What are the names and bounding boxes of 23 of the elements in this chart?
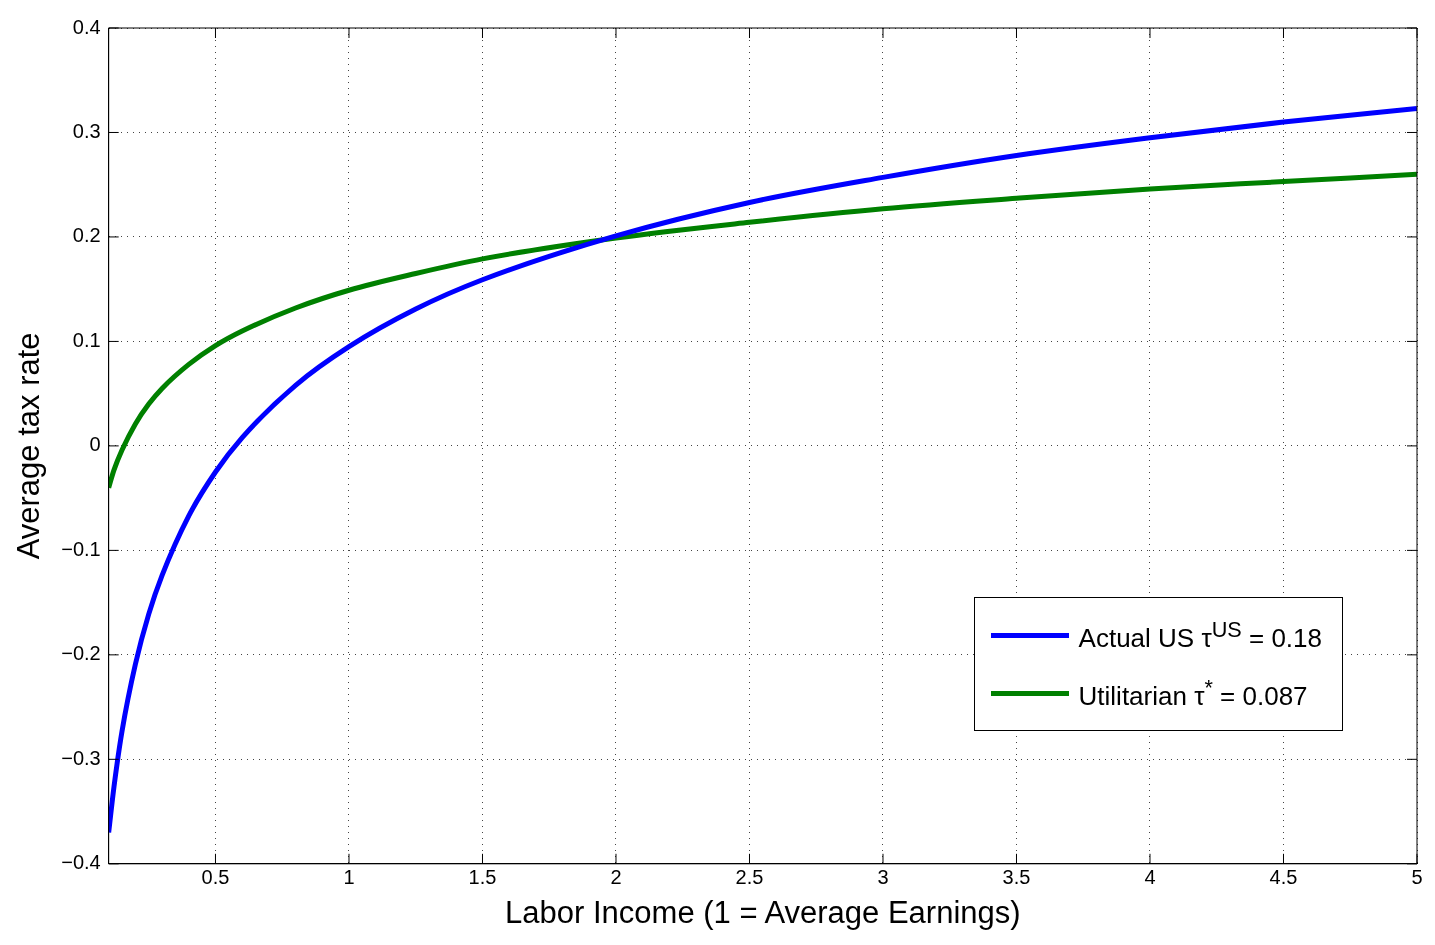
- x-tick-label: 1: [343, 866, 355, 889]
- y-tick-label: 0: [89, 433, 101, 456]
- y-tick-label: 0.1: [72, 328, 101, 351]
- x-tick-label: 3: [877, 866, 889, 889]
- y-tick-label: 0.4: [72, 15, 101, 38]
- x-tick-label: 4.5: [1269, 866, 1298, 889]
- y-tick-label: −0.3: [61, 746, 101, 769]
- y-tick-label: 0.3: [72, 119, 101, 142]
- x-tick-label: 2.5: [735, 866, 764, 889]
- y-tick-label: −0.4: [61, 851, 101, 874]
- x-tick-label: 2: [610, 866, 622, 889]
- legend-label: Actual US τ$^{US}$ = 0.18: [1078, 616, 1322, 654]
- x-tick-label: 0.5: [201, 866, 230, 889]
- y-axis-title: Average tax rate: [11, 332, 47, 560]
- y-tick-label: −0.1: [61, 537, 101, 560]
- y-tick-label: 0.2: [72, 224, 101, 247]
- x-axis-title: Labor Income (1 = Average Earnings): [505, 894, 1021, 930]
- x-tick-label: 1.5: [468, 866, 497, 889]
- y-tick-label: −0.2: [61, 642, 101, 665]
- x-tick-label: 4: [1144, 866, 1156, 889]
- x-tick-label: 5: [1411, 866, 1423, 889]
- legend-label: Utilitarian τ$^{*}$ = 0.087: [1078, 674, 1308, 712]
- x-tick-label: 3.5: [1002, 866, 1031, 889]
